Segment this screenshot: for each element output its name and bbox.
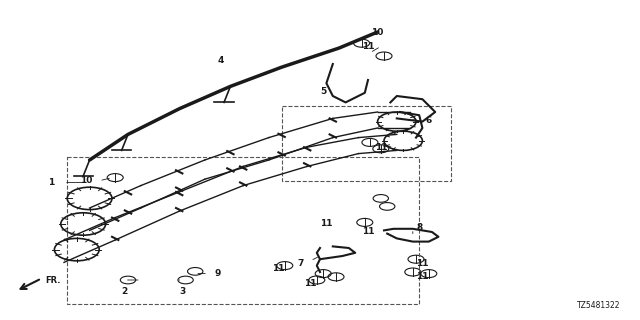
Text: 10: 10 xyxy=(371,28,384,36)
Text: 11: 11 xyxy=(374,143,387,152)
Text: 9: 9 xyxy=(214,269,221,278)
Text: 2: 2 xyxy=(122,287,128,296)
Text: 4: 4 xyxy=(218,56,224,65)
Text: 5: 5 xyxy=(320,87,326,96)
Text: 11: 11 xyxy=(362,228,374,236)
Text: FR.: FR. xyxy=(45,276,60,285)
Text: 3: 3 xyxy=(179,287,186,296)
Text: 11: 11 xyxy=(416,272,429,281)
Text: 11: 11 xyxy=(416,260,429,268)
Text: 6: 6 xyxy=(426,116,432,124)
Text: 7: 7 xyxy=(298,260,304,268)
Text: 8: 8 xyxy=(416,223,422,232)
Text: TZ5481322: TZ5481322 xyxy=(577,301,621,310)
Text: 11: 11 xyxy=(272,264,285,273)
Text: 11: 11 xyxy=(362,42,374,51)
Text: 10: 10 xyxy=(80,176,93,185)
Text: 11: 11 xyxy=(320,220,333,228)
Text: 11: 11 xyxy=(304,279,317,288)
Text: 1: 1 xyxy=(48,178,54,187)
